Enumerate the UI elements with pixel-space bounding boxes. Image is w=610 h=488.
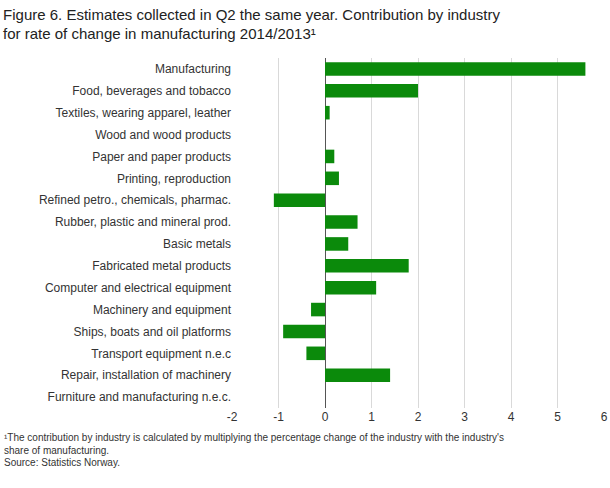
svg-text:Ships, boats and oil platforms: Ships, boats and oil platforms: [74, 325, 231, 339]
svg-text:Computer and electrical equipm: Computer and electrical equipment: [45, 281, 232, 295]
svg-text:6: 6: [601, 410, 608, 424]
svg-text:Basic metals: Basic metals: [163, 237, 231, 251]
svg-text:1: 1: [368, 410, 375, 424]
svg-text:Refined petro., chemicals, pha: Refined petro., chemicals, pharmac.: [39, 193, 231, 207]
svg-text:Printing, reproduction: Printing, reproduction: [117, 172, 231, 186]
svg-text:Source: Statistics Norway.: Source: Statistics Norway.: [4, 457, 120, 468]
svg-text:Wood and wood products: Wood and wood products: [95, 128, 231, 142]
svg-text:Paper and paper products: Paper and paper products: [92, 150, 231, 164]
svg-text:-1: -1: [273, 410, 284, 424]
svg-text:-2: -2: [227, 410, 238, 424]
svg-text:Figure 6. Estimates collected: Figure 6. Estimates collected in Q2 the …: [3, 6, 500, 43]
svg-text:2: 2: [415, 410, 422, 424]
svg-text:Textiles, wearing apparel, lea: Textiles, wearing apparel, leather: [56, 106, 231, 120]
svg-text:4: 4: [508, 410, 515, 424]
svg-text:Rubber, plastic and mineral pr: Rubber, plastic and mineral prod.: [55, 215, 231, 229]
svg-text:Transport equipment n.e.c: Transport equipment n.e.c: [91, 347, 231, 361]
svg-text:3: 3: [461, 410, 468, 424]
svg-text:Food, beverages and tobacco: Food, beverages and tobacco: [72, 84, 231, 98]
svg-text:Furniture and manufacturing n.: Furniture and manufacturing n.e.c.: [48, 390, 231, 404]
svg-text:Machinery and equipment: Machinery and equipment: [93, 303, 232, 317]
svg-text:¹The contribution by industry: ¹The contribution by industry is calcula…: [4, 432, 504, 456]
svg-text:Repair, installation of machin: Repair, installation of machinery: [61, 368, 231, 382]
svg-text:Manufacturing: Manufacturing: [155, 62, 231, 76]
svg-text:Fabricated metal products: Fabricated metal products: [92, 259, 231, 273]
svg-text:5: 5: [554, 410, 561, 424]
svg-text:0: 0: [322, 410, 329, 424]
